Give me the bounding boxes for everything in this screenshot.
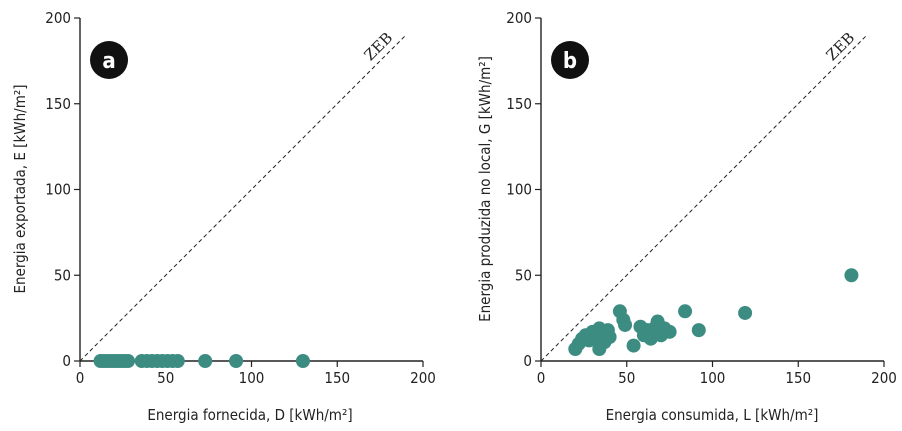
zeb-line-label: ZEB [361, 29, 397, 65]
y-tick-label: 0 [523, 352, 532, 370]
data-point [295, 354, 310, 368]
y-tick-label: 100 [506, 181, 532, 199]
y-axis-label: Energia produzida no local, G [kWh/m²] [476, 56, 494, 322]
x-tick-label: 0 [76, 369, 85, 387]
data-point [678, 304, 693, 319]
data-point [229, 354, 244, 368]
y-tick-label: 200 [506, 9, 532, 27]
panel-badge [551, 41, 589, 79]
x-tick-label: 200 [410, 369, 436, 387]
panel-badge-label: a [102, 49, 115, 74]
zeb-line-label: ZEB [823, 29, 859, 65]
y-tick-label: 50 [515, 266, 532, 284]
zeb-reference-line [540, 35, 867, 362]
panel-b: Energia consumida, L [kWh/m²] Energia pr… [476, 9, 897, 424]
panel-badge [90, 41, 128, 79]
y-axis-label: Energia exportada, E [kWh/m²] [11, 84, 29, 293]
x-tick-label: 100 [239, 369, 265, 387]
panel-badge-label: b [563, 49, 577, 74]
data-point [170, 354, 185, 368]
zeb-reference-line [79, 35, 406, 362]
data-point [691, 323, 706, 338]
x-tick-label: 50 [618, 369, 635, 387]
x-tick-label: 150 [324, 369, 350, 387]
data-point [198, 354, 213, 368]
y-tick-label: 150 [45, 95, 71, 113]
data-point [626, 338, 641, 353]
data-point [602, 329, 617, 344]
y-tick-label: 0 [62, 352, 71, 370]
data-point [738, 305, 753, 320]
data-point [618, 317, 633, 332]
x-axis-label: Energia consumida, L [kWh/m²] [606, 406, 819, 424]
panel-a: Energia fornecida, D [kWh/m²] Energia ex… [11, 9, 436, 424]
y-tick-label: 150 [506, 95, 532, 113]
data-point [662, 324, 677, 339]
y-tick-label: 50 [54, 266, 71, 284]
x-axis-label: Energia fornecida, D [kWh/m²] [147, 406, 352, 424]
x-tick-label: 100 [700, 369, 726, 387]
x-tick-label: 200 [871, 369, 897, 387]
y-tick-label: 200 [45, 9, 71, 27]
y-tick-label: 100 [45, 181, 71, 199]
data-point [844, 268, 859, 283]
x-tick-label: 150 [785, 369, 811, 387]
x-tick-label: 0 [537, 369, 546, 387]
data-point [121, 354, 136, 368]
x-tick-label: 50 [157, 369, 174, 387]
